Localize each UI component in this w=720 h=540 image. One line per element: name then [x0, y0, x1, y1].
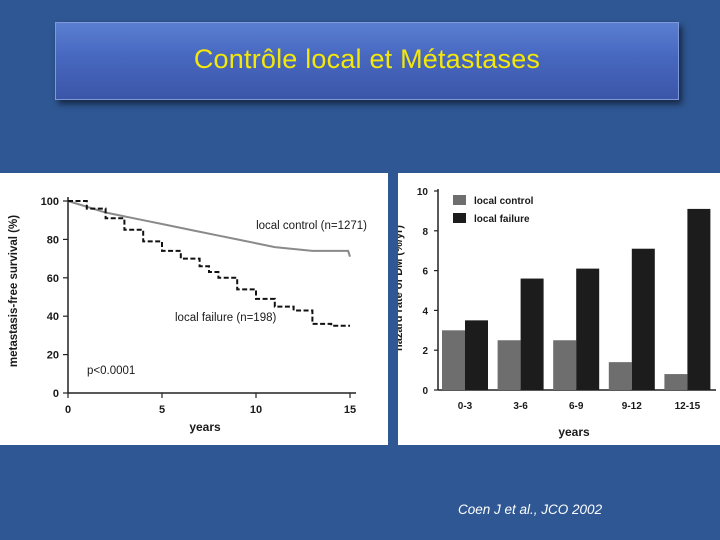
x-category-label: 3-6 [513, 401, 528, 412]
y-tick-label: 20 [47, 350, 59, 362]
x-tick-label: 15 [344, 404, 356, 416]
y-tick-label: 40 [47, 311, 59, 323]
bar-local-control [497, 340, 521, 390]
y-axis-title: hazard rate of DM (%/yr) [398, 225, 405, 351]
x-category-label: 6-9 [569, 401, 584, 412]
series-local-failure-line [68, 200, 350, 327]
series-label-local-failure: local failure (n=198) [175, 312, 276, 324]
y-tick-label: 10 [417, 187, 429, 198]
bar-local-control [553, 340, 577, 390]
y-tick-label: 80 [47, 234, 59, 246]
y-tick-label: 60 [47, 273, 59, 285]
x-tick-label: 10 [250, 404, 262, 416]
x-category-label: 12-15 [675, 401, 701, 412]
legend-label-local-failure: local failure [474, 214, 530, 225]
citation: Coen J et al., JCO 2002 [458, 502, 603, 517]
x-axis-title: years [558, 425, 590, 439]
y-tick-label: 0 [53, 388, 59, 400]
x-tick-label: 5 [159, 404, 165, 416]
survival-chart: 0 20 40 60 80 100 0 5 10 15 years metastasis-free s… [8, 196, 367, 434]
bar-local-control [442, 330, 465, 390]
x-tick-label: 0 [65, 404, 71, 416]
legend-swatch-local-control [453, 195, 466, 205]
x-axis-title: years [189, 420, 221, 434]
legend-swatch-local-failure [453, 213, 466, 223]
y-tick-label: 0 [422, 386, 428, 397]
bar-local-failure [576, 268, 600, 390]
y-axis-title: metastasis-free survival (%) [8, 215, 20, 367]
bar-local-failure [631, 248, 655, 390]
bar-local-control [608, 362, 632, 390]
slide-title: Contrôle local et Métastases [193, 43, 541, 74]
hazard-chart-panel: 0 2 4 6 8 10 0-3 3-6 6-9 9-12 12-15 years hazard rat… [398, 173, 720, 445]
hazard-chart: 0 2 4 6 8 10 0-3 3-6 6-9 9-12 12-15 years hazard rat… [398, 187, 716, 439]
p-value-annotation: p<0.0001 [87, 365, 135, 377]
x-category-label: 0-3 [458, 401, 473, 412]
bar-local-failure [465, 320, 488, 390]
y-tick-label: 2 [422, 346, 428, 357]
slide-title-box: Contrôle local et Métastases [55, 22, 679, 100]
y-tick-label: 4 [422, 306, 428, 317]
legend-label-local-control: local control [474, 196, 534, 207]
y-tick-label: 8 [422, 227, 428, 238]
y-tick-label: 100 [41, 196, 59, 208]
survival-chart-panel: 0 20 40 60 80 100 0 5 10 15 years metastasis-free s… [0, 173, 388, 445]
series-label-local-control: local control (n=1271) [256, 220, 367, 232]
y-tick-label: 6 [422, 267, 428, 278]
bar-local-failure [520, 278, 544, 390]
series-local-control-line [67, 200, 351, 257]
bar-local-control [664, 374, 688, 390]
x-category-label: 9-12 [622, 401, 642, 412]
bar-local-failure [687, 208, 711, 390]
